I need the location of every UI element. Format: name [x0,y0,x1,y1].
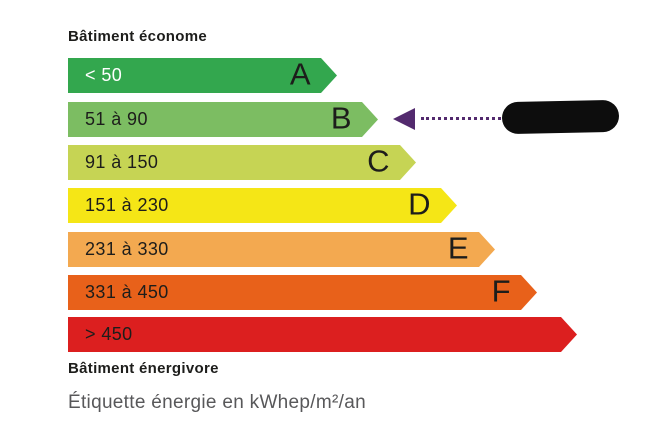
band-c-letter: C [367,143,390,179]
chart-caption: Étiquette énergie en kWhep/m²/an [68,392,366,413]
band-g-range-label: > 450 [85,323,133,344]
band-a-range-label: < 50 [85,64,123,85]
band-d-letter: D [408,186,431,222]
band-e-letter: E [447,230,469,266]
energy-band-a: < 50 A [68,58,337,93]
energy-band-c: 91 à 150 C [68,145,416,180]
band-e-range-label: 231 à 330 [85,238,169,259]
redacted-value-marker [501,99,620,135]
economy-building-label: Bâtiment économe [68,28,207,45]
band-f-range-label: 331 à 450 [85,281,169,302]
dotted-connector-line [421,117,501,120]
band-a-letter: A [289,56,311,92]
energy-band-f: 331 à 450 F [68,275,537,310]
energy-hungry-building-label: Bâtiment énergivore [68,360,219,377]
selection-arrow-icon [393,108,415,130]
energy-band-b: 51 à 90 B [68,102,378,137]
energy-band-e: 231 à 330 E [68,232,495,267]
band-b-range-label: 51 à 90 [85,108,148,129]
band-b-letter: B [330,100,352,136]
energy-band-d: 151 à 230 D [68,188,457,223]
energy-band-g: > 450 [68,317,577,352]
band-f-letter: F [491,273,511,309]
band-c-range-label: 91 à 150 [85,151,159,172]
band-d-range-label: 151 à 230 [85,194,169,215]
